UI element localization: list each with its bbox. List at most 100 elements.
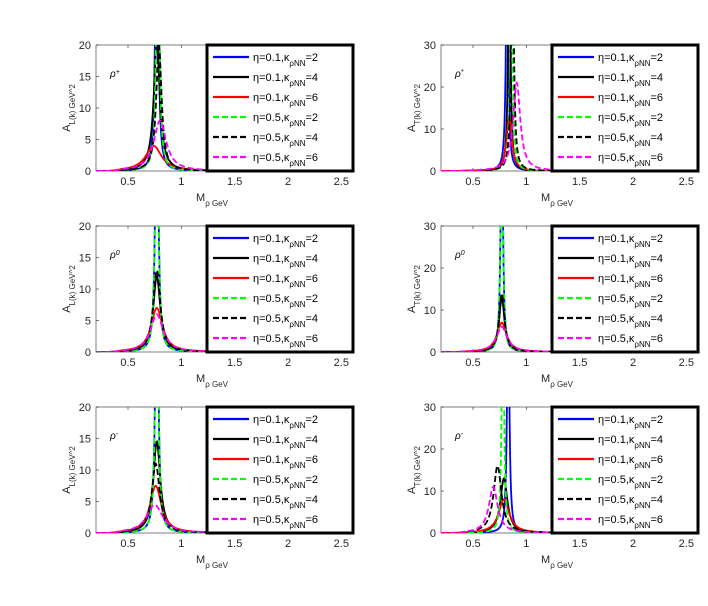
x-tick-label: 2.5 bbox=[679, 538, 694, 550]
x-tick-label: 2.5 bbox=[334, 538, 349, 550]
legend-box bbox=[550, 43, 700, 173]
y-tick-label: 15 bbox=[79, 434, 91, 446]
panel-annotation: ρ0 bbox=[454, 250, 465, 262]
legend-box bbox=[205, 405, 355, 535]
x-tick-label: 2.5 bbox=[334, 176, 349, 188]
x-tick-label: 1 bbox=[523, 176, 529, 188]
x-tick-label: 1 bbox=[178, 538, 184, 550]
legend: η=0.1,κρNN=2 η=0.1,κρNN=4 η=0.1,κρNN=6 η=0.… bbox=[205, 405, 355, 535]
legend-box bbox=[550, 224, 700, 354]
legend-entry-1: η=0.1,κρNN=2 bbox=[253, 52, 318, 68]
y-axis-label: AL(k) GeV^2 bbox=[61, 446, 77, 494]
chart-p1: 0.5 1 1.5 2 2.5 0 5 10 15 20 Mρ GeV AL(k) GeV^2 ρ+ η=… bbox=[61, 40, 355, 208]
x-tick-label: 1 bbox=[523, 538, 529, 550]
y-tick-label: 20 bbox=[79, 402, 91, 414]
y-tick-label: 20 bbox=[424, 444, 436, 456]
y-tick-label: 30 bbox=[424, 40, 436, 52]
y-tick-label: 0 bbox=[85, 528, 91, 540]
y-tick-label: 30 bbox=[424, 402, 436, 414]
legend-entry-5: η=0.5,κρNN=4 bbox=[598, 132, 663, 148]
panel-annotation: ρ* bbox=[454, 69, 464, 81]
legend-entry-6: η=0.5,κρNN=6 bbox=[253, 333, 318, 349]
x-tick-label: 1 bbox=[178, 176, 184, 188]
x-axis-label: Mρ GeV bbox=[196, 192, 229, 208]
legend-entry-2: η=0.1,κρNN=4 bbox=[598, 434, 663, 450]
legend: η=0.1,κρNN=2 η=0.1,κρNN=4 η=0.1,κρNN=6 η=0.… bbox=[550, 405, 700, 535]
legend-entry-1: η=0.1,κρNN=2 bbox=[253, 233, 318, 249]
legend-entry-2: η=0.1,κρNN=4 bbox=[598, 253, 663, 269]
chart-p5: 0.5 1 1.5 2 2.5 0 5 10 15 20 Mρ GeV AL(k) GeV^2 ρ-η=… bbox=[61, 402, 355, 570]
x-tick-label: 2.5 bbox=[679, 357, 694, 369]
legend-entry-6: η=0.5,κρNN=6 bbox=[598, 152, 663, 168]
y-axis-label: AT(k) GeV^2 bbox=[406, 445, 422, 494]
y-axis-label: AT(k) GeV^2 bbox=[406, 83, 422, 132]
x-tick-label: 0.5 bbox=[120, 176, 135, 188]
chart-p2: 0.5 1 1.5 2 2.5 0 10 20 30 Mρ GeV AT(k) GeV^2 ρ* η=0… bbox=[406, 40, 700, 208]
y-tick-label: 5 bbox=[85, 316, 91, 328]
legend: η=0.1,κρNN=2 η=0.1,κρNN=4 η=0.1,κρNN=6 η=0.… bbox=[550, 224, 700, 354]
y-tick-label: 0 bbox=[430, 528, 436, 540]
legend: η=0.1,κρNN=2 η=0.1,κρNN=4 η=0.1,κρNN=6 η=0.… bbox=[205, 224, 355, 354]
y-axis-label: AL(k) GeV^2 bbox=[61, 265, 77, 313]
chart-p3: 0.5 1 1.5 2 2.5 0 5 10 15 20 Mρ GeV AL(k) GeV^2 ρ0 η=… bbox=[61, 221, 355, 389]
x-tick-label: 2.5 bbox=[334, 357, 349, 369]
legend-entry-3: η=0.1,κρNN=6 bbox=[253, 454, 318, 470]
legend-entry-1: η=0.1,κρNN=2 bbox=[598, 52, 663, 68]
x-tick-label: 0.5 bbox=[465, 357, 480, 369]
legend-entry-5: η=0.5,κρNN=4 bbox=[253, 494, 318, 510]
legend-entry-6: η=0.5,κρNN=6 bbox=[253, 152, 318, 168]
y-tick-label: 5 bbox=[85, 135, 91, 147]
y-tick-label: 10 bbox=[424, 124, 436, 136]
legend-entry-4: η=0.5,κρNN=2 bbox=[253, 112, 318, 128]
y-tick-label: 20 bbox=[424, 263, 436, 275]
y-tick-label: 20 bbox=[79, 40, 91, 52]
legend-entry-4: η=0.5,κρNN=2 bbox=[598, 112, 663, 128]
legend-entry-3: η=0.1,κρNN=6 bbox=[598, 454, 663, 470]
y-axis-label: AT(k) GeV^2 bbox=[406, 264, 422, 313]
x-axis-label: Mρ GeV bbox=[541, 554, 574, 570]
x-tick-label: 0.5 bbox=[120, 357, 135, 369]
y-tick-label: 10 bbox=[79, 284, 91, 296]
x-tick-label: 1.5 bbox=[227, 176, 242, 188]
x-axis-label: Mρ GeV bbox=[541, 192, 574, 208]
y-tick-label: 0 bbox=[430, 166, 436, 178]
legend-entry-4: η=0.5,κρNN=2 bbox=[598, 293, 663, 309]
legend-entry-4: η=0.5,κρNN=2 bbox=[598, 474, 663, 490]
x-tick-label: 1.5 bbox=[572, 176, 587, 188]
y-tick-label: 20 bbox=[424, 82, 436, 94]
x-tick-label: 0.5 bbox=[465, 538, 480, 550]
panel-annotation: ρ0 bbox=[109, 250, 120, 262]
y-tick-label: 15 bbox=[79, 72, 91, 84]
x-tick-label: 2 bbox=[285, 357, 291, 369]
x-tick-label: 0.5 bbox=[120, 538, 135, 550]
panel-annotation: ρ- bbox=[454, 431, 464, 443]
legend-entry-4: η=0.5,κρNN=2 bbox=[253, 293, 318, 309]
legend-entry-5: η=0.5,κρNN=4 bbox=[598, 494, 663, 510]
legend-entry-5: η=0.5,κρNN=4 bbox=[253, 313, 318, 329]
x-tick-label: 1.5 bbox=[227, 538, 242, 550]
x-axis-label: Mρ GeV bbox=[196, 554, 229, 570]
legend-entry-1: η=0.1,κρNN=2 bbox=[253, 414, 318, 430]
y-tick-label: 10 bbox=[424, 486, 436, 498]
legend-entry-1: η=0.1,κρNN=2 bbox=[598, 233, 663, 249]
y-tick-label: 5 bbox=[85, 497, 91, 509]
x-tick-label: 1.5 bbox=[227, 357, 242, 369]
legend-entry-3: η=0.1,κρNN=6 bbox=[253, 273, 318, 289]
x-tick-label: 1 bbox=[523, 357, 529, 369]
x-tick-label: 2.5 bbox=[679, 176, 694, 188]
legend-entry-1: η=0.1,κρNN=2 bbox=[598, 414, 663, 430]
legend: η=0.1,κρNN=2 η=0.1,κρNN=4 η=0.1,κρNN=6 η=0.… bbox=[205, 43, 355, 173]
y-tick-label: 10 bbox=[424, 305, 436, 317]
x-tick-label: 1.5 bbox=[572, 538, 587, 550]
x-tick-label: 1 bbox=[178, 357, 184, 369]
x-tick-label: 2 bbox=[630, 538, 636, 550]
y-tick-label: 15 bbox=[79, 253, 91, 265]
legend-entry-3: η=0.1,κρNN=6 bbox=[598, 92, 663, 108]
legend-box bbox=[205, 224, 355, 354]
x-axis-label: Mρ GeV bbox=[196, 373, 229, 389]
x-axis-label: Mρ GeV bbox=[541, 373, 574, 389]
y-tick-label: 0 bbox=[430, 347, 436, 359]
x-tick-label: 2 bbox=[285, 176, 291, 188]
legend-entry-2: η=0.1,κρNN=4 bbox=[253, 434, 318, 450]
